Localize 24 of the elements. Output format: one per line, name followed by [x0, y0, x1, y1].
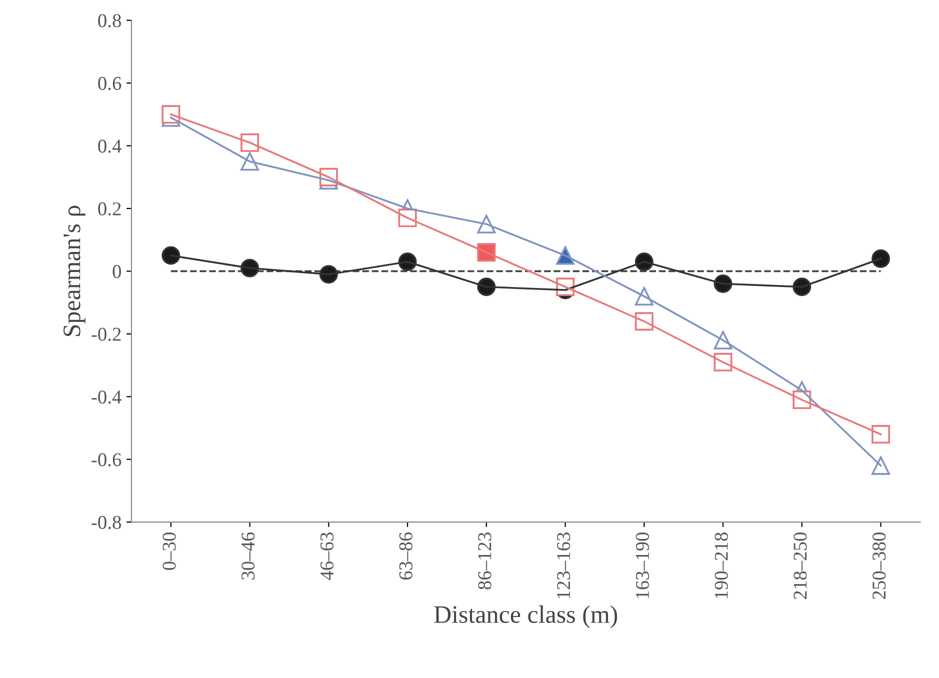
y-tick-label: -0.2 — [92, 328, 121, 341]
x-tick-label: 30–46 — [242, 532, 255, 580]
y-tick-label: -0.4 — [92, 390, 122, 404]
y-tick-label: 0.2 — [98, 202, 121, 216]
x-tick-label: 190–218 — [714, 532, 728, 598]
y-tick-label: 0.4 — [98, 140, 122, 153]
y-tick-label: 0.6 — [98, 76, 122, 90]
x-tick-label: 250–380 — [872, 532, 886, 599]
x-tick-label: 63–86 — [399, 532, 412, 580]
point — [162, 246, 180, 265]
x-axis-title: Distance class (m) — [434, 605, 618, 628]
x-tick-label: 0–30 — [162, 532, 176, 570]
x-tick-label: 86–123 — [478, 532, 492, 590]
y-tick-label: 0 — [112, 265, 121, 278]
y-tick-label: 0.8 — [98, 14, 121, 28]
y-tick-label: -0.8 — [92, 516, 121, 530]
point — [872, 456, 890, 475]
y-axis-title: Spearman's ρ — [64, 206, 86, 336]
y-tick-label: -0.6 — [92, 453, 122, 466]
x-tick-label: 163–190 — [636, 532, 650, 598]
x-tick-label: 218–250 — [794, 532, 807, 599]
point — [872, 249, 890, 268]
x-tick-label: 46–63 — [320, 532, 334, 580]
x-tick-label: 123–163 — [557, 532, 570, 598]
